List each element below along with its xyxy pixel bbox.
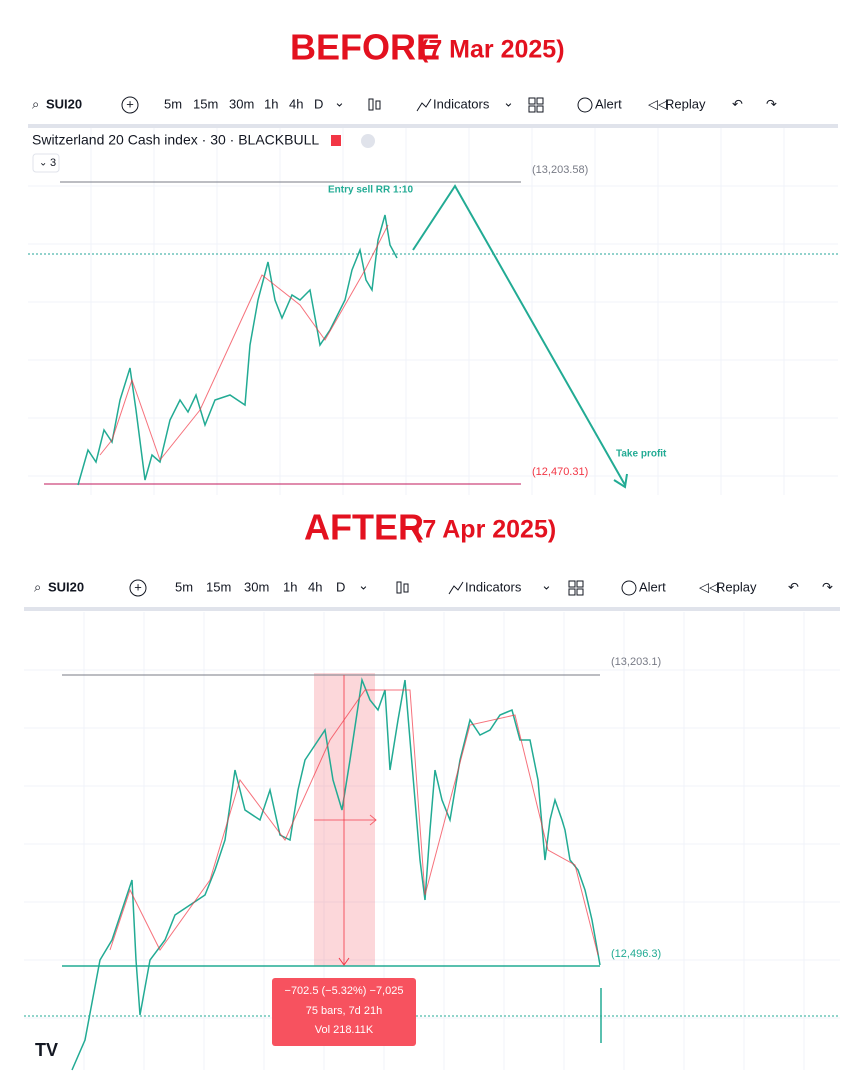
price-label: (12,470.31) xyxy=(532,466,588,478)
candle-icon[interactable] xyxy=(396,581,402,594)
candle-icon[interactable] xyxy=(375,100,381,110)
price-line xyxy=(99,224,389,462)
symbol[interactable]: SUI20 xyxy=(48,579,84,594)
interval[interactable]: 5m xyxy=(164,96,182,111)
interval[interactable]: 30m xyxy=(244,579,269,594)
candle-icon[interactable] xyxy=(368,98,374,111)
layout-icon[interactable] xyxy=(528,105,536,113)
interval[interactable]: 5m xyxy=(175,579,193,594)
interval[interactable]: 15m xyxy=(193,96,218,111)
price-label: (12,496.3) xyxy=(611,948,661,960)
symbol[interactable]: SUI20 xyxy=(46,96,82,111)
replay-button[interactable]: Replay xyxy=(665,96,706,111)
indicators-button[interactable]: Indicators xyxy=(433,96,490,111)
measure-text: Vol 218.11K xyxy=(315,1024,374,1036)
add-icon[interactable] xyxy=(121,96,139,114)
svg-text:TV: TV xyxy=(35,1040,58,1060)
interval[interactable]: 15m xyxy=(206,579,231,594)
price-line xyxy=(77,214,398,486)
measure-text: −702.5 (−5.32%) −7,025 xyxy=(285,985,404,997)
after-heading: AFTER xyxy=(304,507,424,548)
measure-text: 75 bars, 7d 21h xyxy=(306,1005,382,1017)
projection xyxy=(412,184,626,486)
add-icon[interactable] xyxy=(129,579,147,597)
chevron: ⌄ xyxy=(334,94,345,109)
layout-icon[interactable] xyxy=(576,580,584,588)
indicators-button[interactable]: Indicators xyxy=(465,579,522,594)
interval[interactable]: 1h xyxy=(264,96,278,111)
price-line xyxy=(109,689,599,956)
add-icon: + xyxy=(126,96,134,111)
price-label: (13,203.58) xyxy=(532,164,588,176)
alert-icon[interactable] xyxy=(621,580,637,596)
layout-icon[interactable] xyxy=(536,97,544,105)
after-date: (7 Apr 2025) xyxy=(414,516,556,544)
candle-icon[interactable] xyxy=(403,583,409,593)
interval[interactable]: 4h xyxy=(289,96,303,111)
measure-box xyxy=(272,978,416,1046)
indicators-icon[interactable] xyxy=(448,581,464,595)
replay-icon: ◁◁ xyxy=(648,96,668,111)
indicators-icon[interactable] xyxy=(416,98,432,112)
chevron: ⌄ xyxy=(541,577,552,592)
interval[interactable]: 1h xyxy=(283,579,297,594)
svg-text:⌄: ⌄ xyxy=(39,158,47,169)
alert-icon[interactable] xyxy=(577,97,593,113)
replay-icon: ◁◁ xyxy=(699,579,719,594)
before-date: (7 Mar 2025) xyxy=(420,36,565,64)
before-heading: BEFORE xyxy=(290,27,440,68)
layout-icon[interactable] xyxy=(576,588,584,596)
layout-icon[interactable] xyxy=(528,97,536,105)
interval[interactable]: 30m xyxy=(229,96,254,111)
search-icon: ⌕ xyxy=(34,579,41,594)
replay-button[interactable]: Replay xyxy=(716,579,757,594)
redo[interactable]: ↷ xyxy=(766,96,777,111)
undo[interactable]: ↶ xyxy=(732,96,743,111)
interval[interactable]: D xyxy=(314,96,323,111)
search-icon: ⌕ xyxy=(32,96,39,111)
annotation: Take profit xyxy=(616,449,667,460)
chevron: ⌄ xyxy=(503,94,514,109)
undo[interactable]: ↶ xyxy=(788,579,799,594)
alert-button[interactable]: Alert xyxy=(639,579,666,594)
legend-count: 3 xyxy=(50,157,56,169)
price-line xyxy=(71,677,601,1071)
interval[interactable]: 4h xyxy=(308,579,322,594)
interval[interactable]: D xyxy=(336,579,345,594)
redo[interactable]: ↷ xyxy=(822,579,833,594)
alert-button[interactable]: Alert xyxy=(595,96,622,111)
add-icon: + xyxy=(134,579,142,594)
chevron: ⌄ xyxy=(358,577,369,592)
layout-icon[interactable] xyxy=(536,105,544,113)
layout-icon[interactable] xyxy=(568,588,576,596)
annotation: Entry sell RR 1:10 xyxy=(328,185,413,196)
price-label: (13,203.1) xyxy=(611,656,661,668)
chart-legend: Switzerland 20 Cash index · 30 · BLACKBU… xyxy=(32,132,319,148)
layout-icon[interactable] xyxy=(568,580,576,588)
